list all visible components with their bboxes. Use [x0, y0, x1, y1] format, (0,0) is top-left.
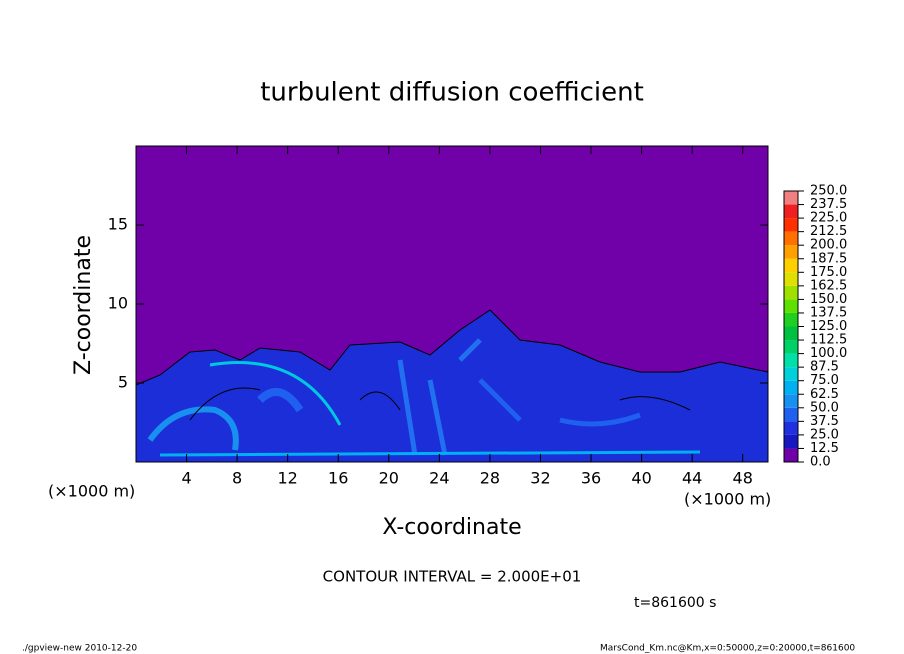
x-tick-label: 32 — [530, 469, 550, 488]
colorbar-label: 137.5 — [810, 305, 847, 320]
x-tick-label: 44 — [682, 469, 702, 488]
colorbar-label: 75.0 — [810, 373, 839, 388]
colorbar-label: 212.5 — [810, 224, 847, 239]
y-tick-label: 15 — [108, 215, 128, 234]
colorbar-band — [784, 340, 798, 354]
colorbar-band — [784, 218, 798, 232]
x-tick-label: 12 — [278, 469, 298, 488]
colorbar-label: 62.5 — [810, 387, 839, 402]
colorbar-label: 225.0 — [810, 211, 847, 226]
x-tick-label: 24 — [429, 469, 449, 488]
colorbar-label: 12.5 — [810, 441, 839, 456]
field — [135, 146, 769, 463]
colorbar-label: 125.0 — [810, 319, 847, 334]
colorbar-band — [784, 434, 798, 449]
colorbar-band — [784, 191, 798, 205]
colorbar-label: 112.5 — [810, 333, 847, 348]
colorbar-band — [784, 258, 798, 273]
chart-title: turbulent diffusion coefficient — [260, 78, 644, 108]
colorbar-label: 200.0 — [810, 238, 847, 253]
x-tick-label: 28 — [480, 469, 500, 488]
colorbar-label: 100.0 — [810, 346, 847, 361]
x-tick-label: 40 — [631, 469, 651, 488]
footer-left: ./gpview-new 2010-12-20 — [22, 644, 137, 654]
colorbar-band — [784, 326, 798, 341]
y-tick-label: 10 — [108, 294, 128, 313]
x-tick-label: 20 — [379, 469, 399, 488]
colorbar-band — [784, 380, 798, 395]
colorbar-label: 162.5 — [810, 278, 847, 293]
y-tick-label: 5 — [118, 373, 128, 392]
colorbar-band — [784, 407, 798, 422]
colorbar-label: 87.5 — [810, 360, 839, 375]
colorbar-band — [784, 367, 798, 381]
colorbar-band — [784, 245, 798, 259]
colorbar-band — [784, 272, 798, 286]
y-axis-label: Z-coordinate — [71, 235, 96, 375]
colorbar-label: 0.0 — [810, 455, 831, 470]
colorbar-band — [784, 353, 798, 368]
colorbar-band — [784, 394, 798, 408]
colorbar-label: 150.0 — [810, 292, 847, 307]
colorbar-frame — [783, 190, 799, 463]
x-unit: (×1000 m) — [48, 482, 135, 501]
x-tick-label: 8 — [232, 469, 242, 488]
x-unit: (×1000 m) — [684, 490, 771, 509]
colorbar-band — [784, 204, 798, 219]
colorbar-band — [784, 231, 798, 246]
footer-right: MarsCond_Km.nc@Km,x=0:50000,z=0:20000,t=… — [600, 644, 855, 654]
colorbar-band — [784, 285, 798, 300]
colorbar-label: 187.5 — [810, 251, 847, 266]
x-tick-label: 4 — [181, 469, 191, 488]
colorbar-band — [784, 448, 798, 462]
colorbar-band — [784, 312, 798, 327]
colorbar-label: 175.0 — [810, 265, 847, 280]
x-axis-label: X-coordinate — [382, 515, 521, 540]
colorbar-label: 50.0 — [810, 400, 839, 415]
colorbar-band — [784, 299, 798, 313]
colorbar-label: 37.5 — [810, 414, 839, 429]
colorbar-label: 237.5 — [810, 197, 847, 212]
x-tick-label: 16 — [328, 469, 348, 488]
colorbar-band — [784, 421, 798, 435]
colorbar-label: 250.0 — [810, 184, 847, 199]
time-label: t=861600 s — [634, 595, 716, 611]
x-tick-label: 36 — [581, 469, 601, 488]
contour-interval: CONTOUR INTERVAL = 2.000E+01 — [323, 568, 582, 586]
x-tick-label: 48 — [733, 469, 753, 488]
colorbar-label: 25.0 — [810, 427, 839, 442]
